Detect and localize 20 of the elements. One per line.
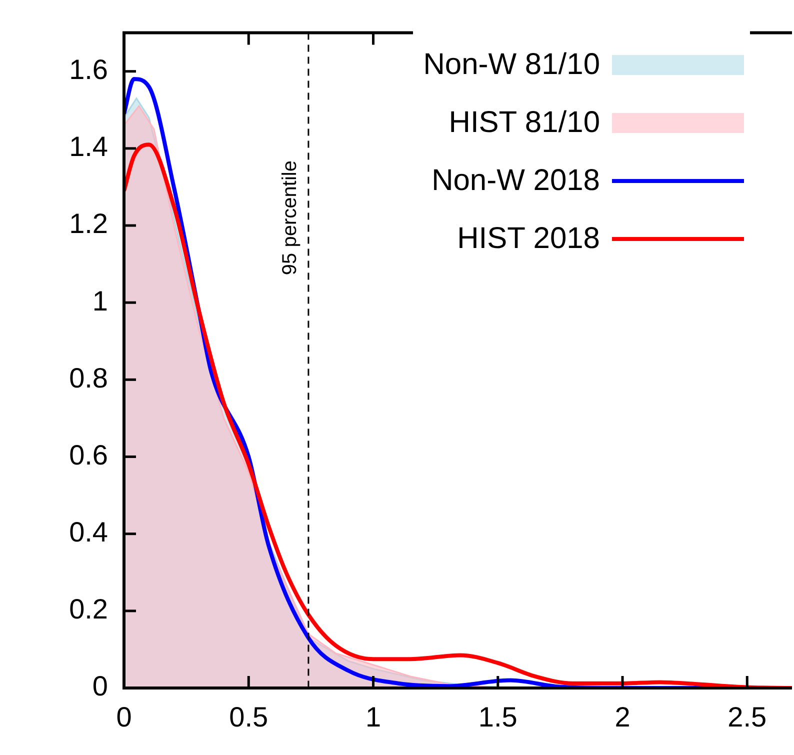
legend-label: Non-W 2018	[432, 164, 600, 198]
x-tick-label: 2	[614, 702, 630, 733]
x-tick-label: 0.5	[229, 702, 268, 733]
legend-label: HIST 81/10	[448, 106, 600, 140]
legend-label: HIST 2018	[457, 222, 600, 256]
y-tick-label: 1.2	[69, 208, 108, 240]
legend-label: Non-W 81/10	[423, 48, 600, 82]
y-tick-label: 1.4	[69, 131, 108, 162]
ref-line-label: 95 percentile	[278, 160, 301, 276]
y-tick-label: 1	[92, 285, 108, 316]
y-tick-label: 0.4	[69, 516, 108, 548]
x-tick-label: 1	[365, 702, 382, 733]
y-tick-label: 0	[92, 670, 108, 702]
x-tick-label: 2.5	[728, 702, 767, 733]
y-tick-label: 0.8	[69, 362, 108, 394]
x-tick-label: 1.5	[478, 702, 518, 733]
y-tick-label: 0.2	[69, 594, 108, 625]
x-tick-label: 0	[116, 702, 132, 733]
y-tick-label: 0.6	[69, 439, 108, 470]
y-tick-label: 1.6	[69, 54, 108, 86]
